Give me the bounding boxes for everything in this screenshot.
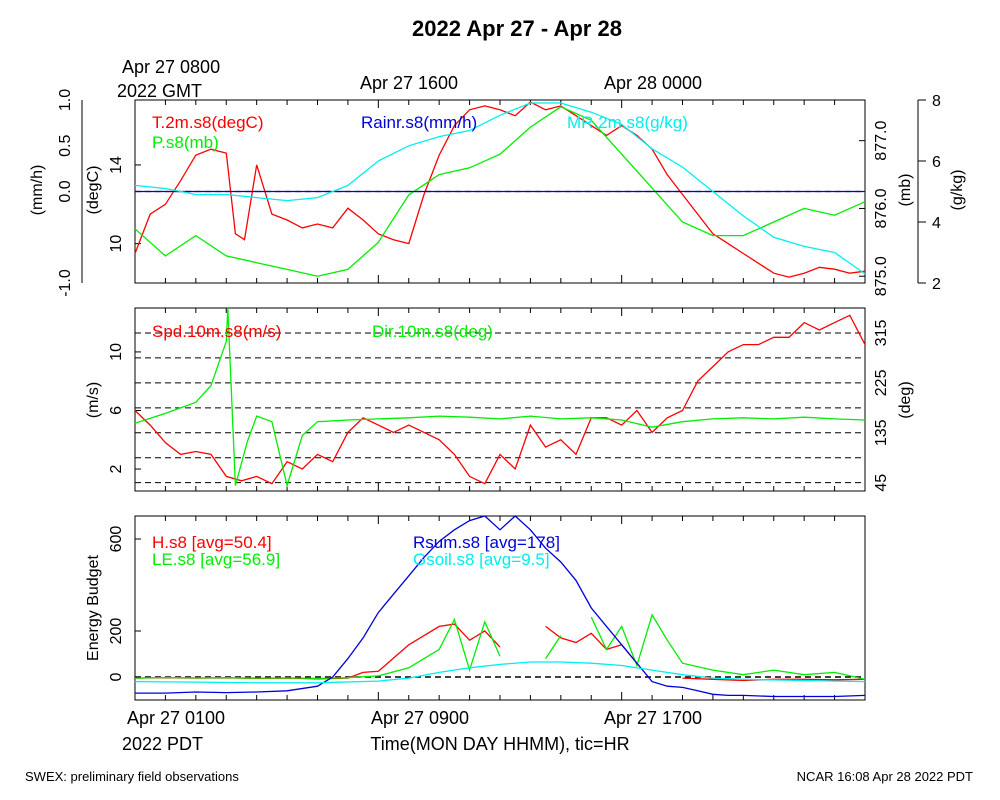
mmh-tick-label: 0.0 <box>57 180 74 202</box>
top-axis-first-line2: 2022 GMT <box>117 81 202 101</box>
degc-tick-label: 14 <box>108 156 125 174</box>
legend-entry: T.2m.s8(degC) <box>152 113 263 132</box>
energy-tick-label: 200 <box>108 618 125 645</box>
series-line-spd <box>134 314 866 485</box>
legend-entry: Spd.10m.s8(m/s) <box>152 322 281 341</box>
deg-tick-label: 315 <box>873 320 890 347</box>
gkg-tick-label: 2 <box>932 276 941 293</box>
series-line-p <box>134 106 866 277</box>
footer-right: NCAR 16:08 Apr 28 2022 PDT <box>797 769 973 784</box>
mmh-tick-label: 0.5 <box>57 135 74 157</box>
deg-axis-label: (deg) <box>897 381 914 418</box>
bottom-axis-label-1700: Apr 27 1700 <box>604 708 702 728</box>
mb-tick-label: 875.0 <box>873 256 890 296</box>
series-line-le <box>134 613 866 680</box>
ms-axis-label: (m/s) <box>85 382 102 418</box>
mb-tick-label: 876.0 <box>873 188 890 228</box>
legend-entry: H.s8 [avg=50.4] <box>152 533 272 552</box>
footer-left: SWEX: preliminary field observations <box>25 769 239 784</box>
x-axis-title: Time(MON DAY HHMM), tic=HR <box>370 734 629 754</box>
mmh-tick-label: -1.0 <box>57 269 74 297</box>
series-line-mr <box>134 102 866 275</box>
series-line-dir <box>134 307 866 488</box>
top-axis-label-0000: Apr 28 0000 <box>604 73 702 93</box>
bottom-axis-label-0900: Apr 27 0900 <box>371 708 469 728</box>
mmh-axis-label: (mm/h) <box>29 165 46 216</box>
gkg-axis-label: (g/kg) <box>949 170 966 211</box>
energy-tick-label: 600 <box>108 526 125 553</box>
legend-entry: LE.s8 [avg=56.9] <box>152 550 280 569</box>
energy-axis-label: Energy Budget <box>85 555 102 661</box>
gkg-tick-label: 4 <box>932 215 941 232</box>
ms-tick-label: 6 <box>108 406 125 415</box>
legend-entry: MR.2m.s8(g/kg) <box>567 113 688 132</box>
legend-entry: Rsum.s8 [avg=178] <box>413 533 560 552</box>
mb-tick-label: 877.0 <box>873 121 890 161</box>
deg-tick-label: 225 <box>873 369 890 396</box>
meteorology-panel: -1.0 0.0 0.5 1.0 10 14 875.0 876.0 877.0 2 4 6 8 (mm/… <box>29 89 966 297</box>
bottom-axis-label-0100: Apr 27 0100 <box>127 708 225 728</box>
top-axis-label-1600: Apr 27 1600 <box>360 73 458 93</box>
mmh-tick-label: 1.0 <box>57 89 74 111</box>
gkg-tick-label: 6 <box>932 154 941 171</box>
series-line-gsoil <box>134 661 866 684</box>
series-line-t <box>134 101 866 278</box>
energy-tick-label: 0 <box>108 672 125 681</box>
bottom-axis-year: 2022 PDT <box>122 734 203 754</box>
gkg-tick-label: 8 <box>932 93 941 110</box>
degc-axis-label: (degC) <box>85 166 102 215</box>
figure-title: 2022 Apr 27 - Apr 28 <box>412 16 622 41</box>
top-axis-first-line1: Apr 27 0800 <box>122 57 220 77</box>
deg-tick-label: 45 <box>873 474 890 492</box>
deg-tick-label: 135 <box>873 419 890 446</box>
wind-panel: 2 6 10 45 135 225 315 (m/s) (deg) Spd.10m.s8(m/s)… <box>85 307 914 492</box>
degc-tick-label: 10 <box>108 235 125 253</box>
ms-tick-label: 2 <box>108 464 125 473</box>
series-line-h <box>134 623 866 682</box>
legend-entry: P.s8(mb) <box>152 133 219 152</box>
energy-panel: 0 200 600 Energy Budget H.s8 [avg=50.4]LE.s8… <box>85 515 866 701</box>
legend-entry: Gsoil.s8 [avg=9.5] <box>413 550 550 569</box>
legend-entry: Dir.10m.s8(deg) <box>372 322 493 341</box>
mb-axis-label: (mb) <box>897 174 914 207</box>
ms-tick-label: 10 <box>108 343 125 361</box>
legend-entry: Rainr.s8(mm/h) <box>361 113 477 132</box>
